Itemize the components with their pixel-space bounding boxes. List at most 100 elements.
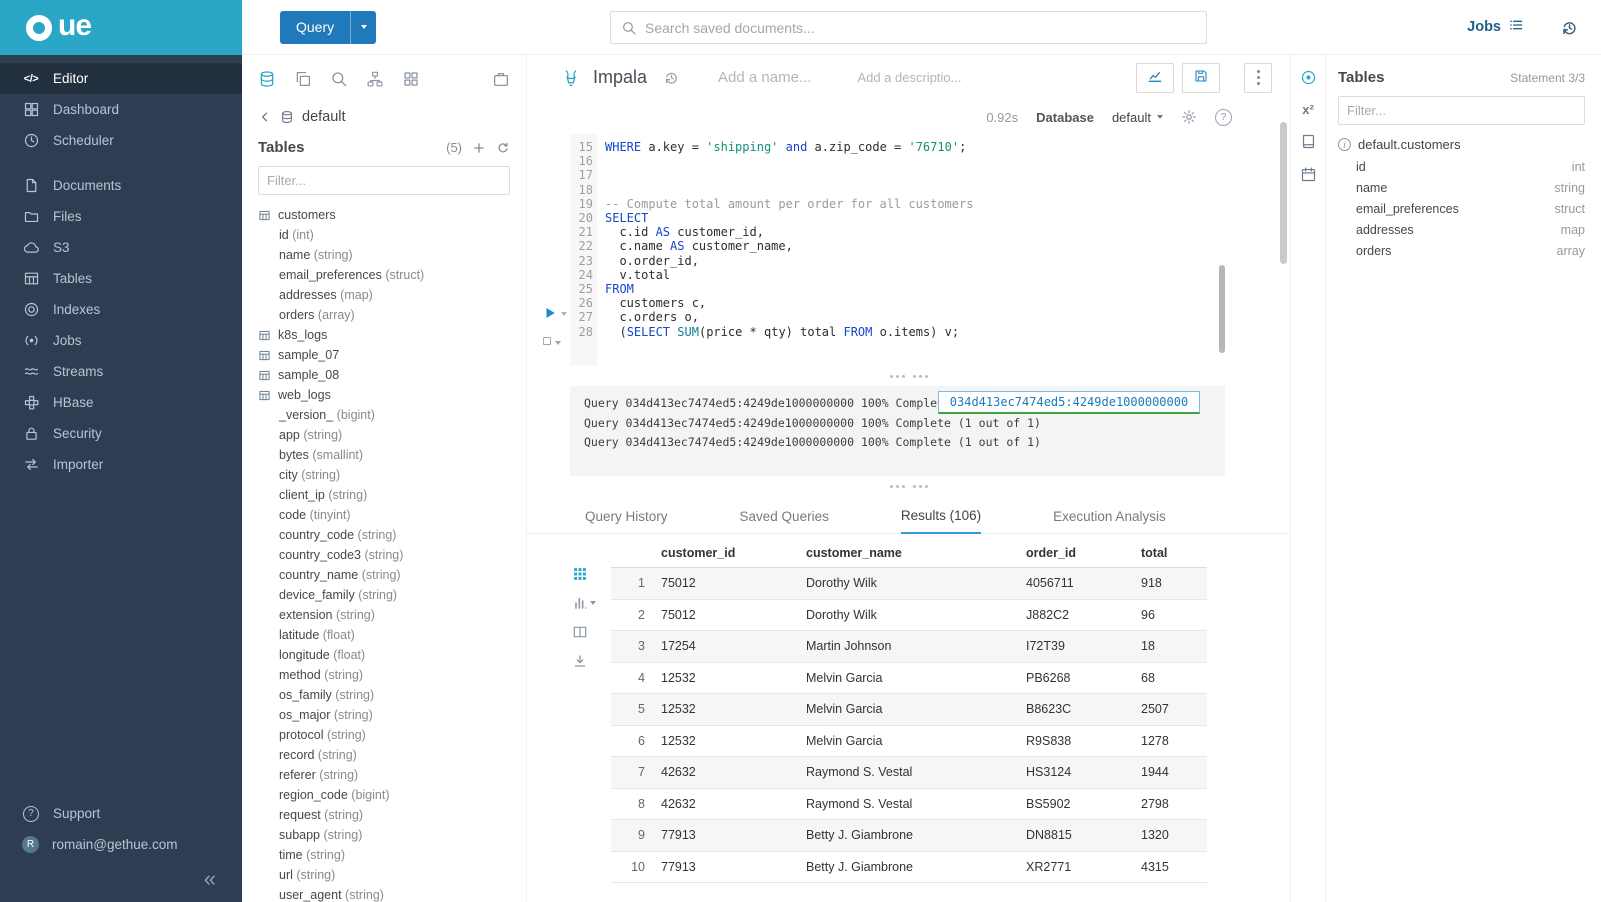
assist-table-web-logs[interactable]: web_logs: [242, 385, 526, 405]
sql-code[interactable]: WHERE a.key = 'shipping' and a.zip_code …: [597, 134, 1290, 366]
active-table[interactable]: default.customers: [1338, 131, 1585, 156]
sidebar-item-s3[interactable]: S3: [0, 232, 242, 263]
assist-column-city[interactable]: city (string): [242, 465, 526, 485]
right-filter-input[interactable]: [1338, 96, 1585, 125]
table-filter-input[interactable]: [258, 166, 510, 195]
query-type-dropdown[interactable]: [350, 11, 376, 44]
query-history-toggle-icon[interactable]: [663, 69, 680, 86]
resize-handle[interactable]: [527, 366, 1290, 386]
result-row[interactable]: 612532Melvin GarciaR9S8381278: [611, 726, 1207, 758]
assist-column-os-family[interactable]: os_family (string): [242, 685, 526, 705]
resize-handle[interactable]: [527, 476, 1290, 496]
tab-results-106[interactable]: Results (106): [901, 508, 981, 534]
assist-column-extension[interactable]: extension (string): [242, 605, 526, 625]
tab-saved-queries[interactable]: Saved Queries: [740, 509, 829, 533]
code-line[interactable]: c.orders o,: [605, 310, 1290, 324]
assist-column-code[interactable]: code (tinyint): [242, 505, 526, 525]
search-input[interactable]: [645, 20, 1196, 36]
sidebar-item-security[interactable]: Security: [0, 418, 242, 449]
sidebar-item-tables[interactable]: Tables: [0, 263, 242, 294]
code-line[interactable]: [605, 183, 1290, 197]
code-editor[interactable]: 1516171819202122232425262728 WHERE a.key…: [527, 134, 1290, 366]
assist-column-user-agent[interactable]: user_agent (string): [242, 885, 526, 902]
more-actions-button[interactable]: [1244, 63, 1272, 93]
result-row[interactable]: 412532Melvin GarciaPB626868: [611, 663, 1207, 695]
sidebar-item-files[interactable]: Files: [0, 201, 242, 232]
right-column-email-preferences[interactable]: email_preferencesstruct: [1338, 198, 1585, 219]
sidebar-item-support[interactable]: Support: [0, 798, 242, 829]
assist-column-country-code3[interactable]: country_code3 (string): [242, 545, 526, 565]
execute-button[interactable]: [543, 306, 557, 320]
result-row[interactable]: 842632Raymond S. VestalBS59022798: [611, 789, 1207, 821]
assist-column-url[interactable]: url (string): [242, 865, 526, 885]
execute-options-caret[interactable]: [561, 312, 567, 316]
tab-query-history[interactable]: Query History: [585, 509, 668, 533]
sidebar-item-jobs[interactable]: Jobs: [0, 325, 242, 356]
right-column-name[interactable]: namestring: [1338, 177, 1585, 198]
sidebar-item-dashboard[interactable]: Dashboard: [0, 94, 242, 125]
code-line[interactable]: WHERE a.key = 'shipping' and a.zip_code …: [605, 140, 1290, 154]
assist-column-country-name[interactable]: country_name (string): [242, 565, 526, 585]
add-table-icon[interactable]: [472, 141, 486, 155]
assist-column-email-preferences[interactable]: email_preferences (struct): [242, 265, 526, 285]
save-button[interactable]: [1182, 63, 1220, 93]
info-icon[interactable]: [1338, 138, 1351, 151]
assist-column-subapp[interactable]: subapp (string): [242, 825, 526, 845]
assist-table-k8s-logs[interactable]: k8s_logs: [242, 325, 526, 345]
statement-options-icon[interactable]: [541, 334, 561, 352]
assist-column-time[interactable]: time (string): [242, 845, 526, 865]
download-results-icon[interactable]: [572, 653, 603, 669]
assist-column-country-code[interactable]: country_code (string): [242, 525, 526, 545]
result-row[interactable]: 175012Dorothy Wilk4056711918: [611, 568, 1207, 600]
right-column-id[interactable]: idint: [1338, 156, 1585, 177]
assist-column-record[interactable]: record (string): [242, 745, 526, 765]
assist-column-name[interactable]: name (string): [242, 245, 526, 265]
help-icon[interactable]: [1215, 109, 1232, 126]
chart-button[interactable]: [1136, 63, 1174, 93]
hue-logo[interactable]: ue: [0, 0, 242, 55]
result-row[interactable]: 275012Dorothy WilkJ882C296: [611, 600, 1207, 632]
settings-gear-icon[interactable]: [1181, 109, 1197, 125]
assist-column-addresses[interactable]: addresses (map): [242, 285, 526, 305]
assist-column-request[interactable]: request (string): [242, 805, 526, 825]
page-scrollbar[interactable]: [1280, 122, 1287, 264]
refresh-icon[interactable]: [496, 141, 510, 155]
query-id-tooltip[interactable]: 034d413ec7474ed5:4249de1000000000: [938, 391, 1200, 414]
chart-view-icon[interactable]: [572, 595, 603, 611]
assistant-icon[interactable]: [1300, 69, 1317, 86]
assist-column-device-family[interactable]: device_family (string): [242, 585, 526, 605]
code-line[interactable]: FROM: [605, 282, 1290, 296]
code-line[interactable]: o.order_id,: [605, 254, 1290, 268]
assist-column-orders[interactable]: orders (array): [242, 305, 526, 325]
database-select[interactable]: default: [1112, 110, 1163, 125]
right-column-addresses[interactable]: addressesmap: [1338, 219, 1585, 240]
language-reference-icon[interactable]: [1300, 133, 1317, 150]
editor-scrollbar[interactable]: [1219, 265, 1225, 353]
copy-documents-icon[interactable]: [294, 70, 312, 88]
functions-icon[interactable]: x²: [1302, 102, 1314, 117]
query-history-icon[interactable]: [1560, 18, 1579, 37]
sidebar-item-romain-gethue-com[interactable]: Rromain@gethue.com: [0, 829, 242, 860]
new-query-button-label[interactable]: Query: [280, 11, 350, 44]
sitemap-icon[interactable]: [366, 70, 384, 88]
assist-column-app[interactable]: app (string): [242, 425, 526, 445]
database-name[interactable]: default: [302, 109, 346, 125]
code-line[interactable]: v.total: [605, 268, 1290, 282]
code-line[interactable]: customers c,: [605, 296, 1290, 310]
sidebar-item-editor[interactable]: </>Editor: [0, 63, 242, 94]
code-line[interactable]: [605, 154, 1290, 168]
result-row[interactable]: 1077913Betty J. GiambroneXR27714315: [611, 852, 1207, 884]
code-line[interactable]: SELECT: [605, 211, 1290, 225]
column-header-customer-name[interactable]: customer_name: [806, 546, 1026, 560]
search-icon[interactable]: [330, 70, 348, 88]
sidebar-item-indexes[interactable]: Indexes: [0, 294, 242, 325]
collapse-sidebar-button[interactable]: «: [0, 860, 242, 894]
assist-column-method[interactable]: method (string): [242, 665, 526, 685]
assist-column-version[interactable]: _version_ (bigint): [242, 405, 526, 425]
assist-table-sample-08[interactable]: sample_08: [242, 365, 526, 385]
grid-view-icon[interactable]: [572, 566, 603, 582]
sidebar-item-scheduler[interactable]: Scheduler: [0, 125, 242, 156]
code-line[interactable]: c.id AS customer_id,: [605, 225, 1290, 239]
right-column-orders[interactable]: ordersarray: [1338, 240, 1585, 261]
assist-column-protocol[interactable]: protocol (string): [242, 725, 526, 745]
